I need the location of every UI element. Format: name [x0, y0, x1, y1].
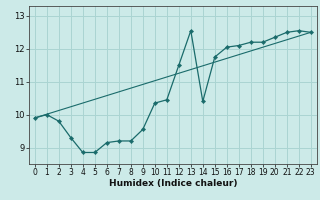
X-axis label: Humidex (Indice chaleur): Humidex (Indice chaleur)	[108, 179, 237, 188]
